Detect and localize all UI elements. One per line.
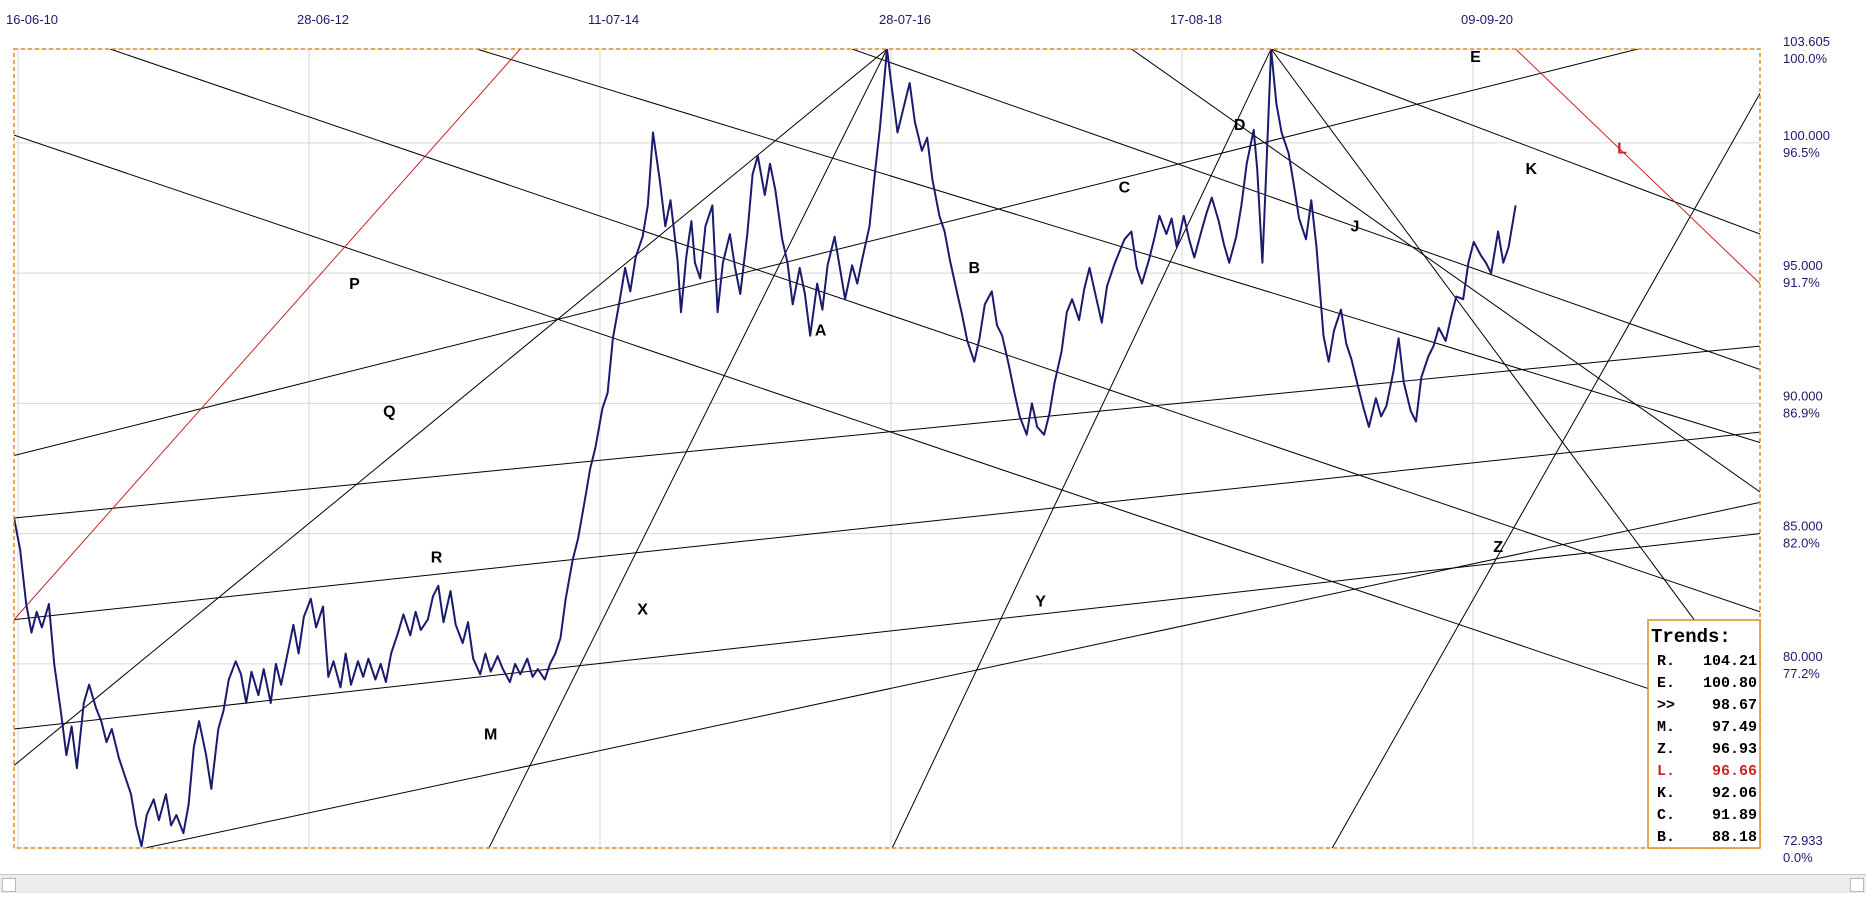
trends-row-value: 92.06 bbox=[1712, 785, 1757, 802]
trendline bbox=[476, 49, 1760, 443]
y-tick-percent: 100.0% bbox=[1783, 51, 1828, 66]
trendline-label: P bbox=[349, 276, 360, 293]
trendline bbox=[14, 134, 1760, 727]
trendline bbox=[1270, 49, 1760, 235]
x-tick-label: 28-07-16 bbox=[879, 12, 931, 27]
trends-row-label: >> bbox=[1657, 697, 1675, 714]
plot-frame bbox=[13, 48, 1761, 849]
trends-row-label: K. bbox=[1657, 785, 1675, 802]
trendline-label: A bbox=[815, 323, 827, 340]
y-tick-value: 100.000 bbox=[1783, 128, 1830, 143]
trends-row-label: C. bbox=[1657, 807, 1675, 824]
trends-panel-title: Trends: bbox=[1651, 626, 1731, 648]
trendline-label: J bbox=[1350, 218, 1359, 235]
trends-row-value: 100.80 bbox=[1703, 675, 1757, 692]
trendline bbox=[144, 501, 1760, 848]
y-tick-value: 95.000 bbox=[1783, 258, 1823, 273]
scroll-left-button[interactable] bbox=[2, 878, 16, 892]
trendline-label: X bbox=[637, 601, 648, 618]
x-tick-label: 17-08-18 bbox=[1170, 12, 1222, 27]
y-tick-percent: 77.2% bbox=[1783, 666, 1820, 681]
trends-row-label: R. bbox=[1657, 653, 1675, 670]
trendline bbox=[14, 49, 888, 766]
trendline-label: L bbox=[1617, 140, 1627, 157]
trendline-label: D bbox=[1234, 117, 1246, 134]
y-tick-value: 103.605 bbox=[1783, 34, 1830, 49]
trendline bbox=[14, 49, 1638, 456]
x-tick-label: 09-09-20 bbox=[1461, 12, 1513, 27]
trendline-label: R bbox=[431, 549, 443, 566]
y-tick-percent: 0.0% bbox=[1783, 850, 1813, 865]
red-trendline bbox=[14, 49, 521, 620]
horizontal-scrollbar[interactable] bbox=[0, 874, 1866, 893]
trends-row-label: Z. bbox=[1657, 741, 1675, 758]
trendline bbox=[1131, 49, 1760, 493]
trendline-label: K bbox=[1525, 161, 1537, 178]
trendline-label: Q bbox=[383, 403, 395, 420]
y-tick-percent: 82.0% bbox=[1783, 536, 1820, 551]
price-series-layer bbox=[14, 49, 1517, 848]
y-tick-value: 85.000 bbox=[1783, 519, 1823, 534]
trendline-labels-layer: P Q R M X A B Y C D J E K L Z bbox=[349, 49, 1627, 743]
trends-row-value: 96.66 bbox=[1712, 763, 1757, 780]
x-tick-label: 28-06-12 bbox=[297, 12, 349, 27]
x-tick-label: 16-06-10 bbox=[6, 12, 58, 27]
trends-panel-box bbox=[1647, 619, 1761, 849]
trends-row-value: 91.89 bbox=[1712, 807, 1757, 824]
trends-row-value: 98.67 bbox=[1712, 697, 1757, 714]
trends-row-value: 88.18 bbox=[1712, 829, 1757, 846]
trends-row-value: 104.21 bbox=[1703, 653, 1757, 670]
trendline bbox=[109, 49, 1760, 613]
trendline bbox=[1331, 93, 1760, 848]
trends-row-value: 97.49 bbox=[1712, 719, 1757, 736]
trendline bbox=[1270, 49, 1709, 639]
price-series-line bbox=[14, 49, 1517, 848]
x-tick-label: 11-07-14 bbox=[588, 12, 639, 27]
trendline-label: M bbox=[484, 726, 497, 743]
trendline-label: Z bbox=[1493, 539, 1503, 556]
y-tick-value: 90.000 bbox=[1783, 388, 1823, 403]
trendline bbox=[14, 431, 1760, 621]
y-tick-value: 72.933 bbox=[1783, 833, 1823, 848]
trendline bbox=[14, 533, 1760, 730]
trendline-label: E bbox=[1470, 49, 1481, 66]
trends-row-label: E. bbox=[1657, 675, 1675, 692]
trendline bbox=[488, 49, 888, 848]
trendline bbox=[14, 345, 1760, 519]
scroll-right-button[interactable] bbox=[1850, 878, 1864, 892]
x-axis-ticks: 16-06-10 28-06-12 11-07-14 28-07-16 17-08-18… bbox=[6, 12, 1513, 27]
y-axis-ticks: 103.605 100.0% 100.000 96.5% 95.000 91.7% 90.0… bbox=[1783, 34, 1830, 865]
trends-row-value: 96.93 bbox=[1712, 741, 1757, 758]
trends-row-label: M. bbox=[1657, 719, 1675, 736]
trends-row-label: B. bbox=[1657, 829, 1675, 846]
trendlines-layer bbox=[14, 49, 1760, 848]
trends-row-label: L. bbox=[1657, 763, 1675, 780]
trendline bbox=[891, 49, 1272, 848]
trendline-label: Y bbox=[1035, 594, 1046, 611]
trendline bbox=[851, 49, 1760, 371]
y-tick-percent: 96.5% bbox=[1783, 145, 1820, 160]
y-tick-percent: 86.9% bbox=[1783, 405, 1820, 420]
trendline-label: C bbox=[1119, 179, 1131, 196]
grid-layer bbox=[14, 48, 1760, 849]
red-trendline bbox=[1515, 49, 1760, 284]
y-tick-percent: 91.7% bbox=[1783, 275, 1820, 290]
trendline-label: B bbox=[969, 260, 981, 277]
trends-panel: Trends: R. 104.21 E. 100.80 >> 98.67 M. 97.49 Z. 9… bbox=[1647, 619, 1761, 849]
y-tick-value: 80.000 bbox=[1783, 649, 1823, 664]
